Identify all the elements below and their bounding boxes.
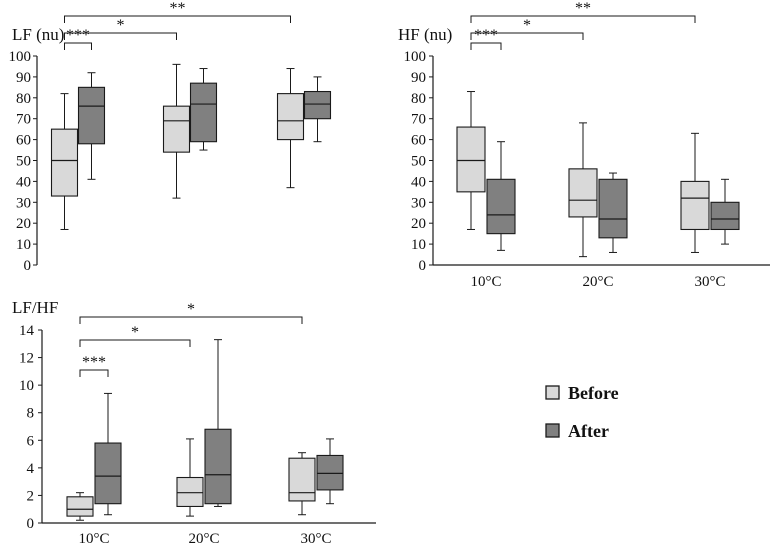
y-tick-label: 100 xyxy=(404,49,427,65)
y-tick-label: 50 xyxy=(16,154,31,170)
significance-label: * xyxy=(117,17,125,34)
significance-label: *** xyxy=(82,354,106,371)
after-box xyxy=(486,178,516,235)
category-label: 10°C xyxy=(78,531,109,547)
hf-panel: HF (nu) 0 10 20 30 40 50 60 70 80 90 100 10°C 20°C 30°… xyxy=(398,0,770,290)
y-tick-label: 80 xyxy=(411,91,426,107)
y-tick-label: 0 xyxy=(24,258,32,274)
y-tick-label: 20 xyxy=(411,216,426,232)
after-box xyxy=(710,201,740,231)
y-tick-label: 60 xyxy=(411,133,426,149)
legend-before-label: Before xyxy=(568,383,619,403)
significance-label: * xyxy=(523,17,531,34)
y-tick-label: 80 xyxy=(16,91,31,107)
before-box xyxy=(50,128,79,197)
significance-bracket xyxy=(79,316,303,324)
category-label: 10°C xyxy=(470,274,501,290)
category-label: 20°C xyxy=(188,531,219,547)
y-tick-label: 70 xyxy=(411,112,426,128)
y-tick-label: 70 xyxy=(16,112,31,128)
before-box xyxy=(680,180,710,231)
before-box xyxy=(276,93,305,141)
chart-title: LF/HF xyxy=(12,298,58,317)
y-tick-label: 2 xyxy=(27,488,35,504)
after-box xyxy=(77,86,106,145)
y-tick-label: 10 xyxy=(19,378,34,394)
after-box xyxy=(316,454,344,491)
before-box xyxy=(568,168,598,218)
after-box xyxy=(303,90,332,120)
after-box xyxy=(204,428,232,505)
category-label: 30°C xyxy=(300,531,331,547)
significance-bracket xyxy=(64,32,177,40)
y-tick-label: 60 xyxy=(16,133,31,149)
legend-after-swatch xyxy=(545,423,560,438)
y-tick-label: 14 xyxy=(19,323,35,339)
y-tick-label: 0 xyxy=(27,516,35,532)
significance-label: ** xyxy=(575,0,591,17)
significance-label: *** xyxy=(66,27,90,44)
y-tick-label: 0 xyxy=(419,258,427,274)
significance-bracket xyxy=(470,32,584,40)
y-tick-label: 90 xyxy=(16,70,31,86)
y-tick-label: 4 xyxy=(27,461,35,477)
before-box xyxy=(288,457,316,502)
legend: Before After xyxy=(545,383,619,441)
y-tick-label: 10 xyxy=(411,237,426,253)
chart-title: HF (nu) xyxy=(398,25,452,44)
legend-after-label: After xyxy=(568,421,609,441)
significance-bracket xyxy=(470,42,502,50)
before-box xyxy=(456,126,486,193)
before-box xyxy=(176,476,204,508)
y-tick-label: 30 xyxy=(411,195,426,211)
legend-before-swatch xyxy=(545,385,560,400)
y-tick-label: 40 xyxy=(16,174,31,190)
y-tick-label: 30 xyxy=(16,195,31,211)
significance-bracket xyxy=(64,15,291,23)
y-tick-label: 6 xyxy=(27,433,35,449)
y-tick-label: 40 xyxy=(411,174,426,190)
before-box xyxy=(66,496,94,517)
y-tick-label: 50 xyxy=(411,154,426,170)
after-box xyxy=(94,442,122,505)
significance-label: * xyxy=(131,324,139,341)
significance-bracket xyxy=(79,369,109,377)
significance-bracket xyxy=(79,339,191,347)
before-box xyxy=(162,105,191,153)
chart-title: LF (nu) xyxy=(12,25,64,44)
significance-label: *** xyxy=(474,27,498,44)
y-tick-label: 10 xyxy=(16,237,31,253)
y-tick-label: 100 xyxy=(9,49,32,65)
significance-label: ** xyxy=(170,0,186,17)
y-tick-label: 12 xyxy=(19,351,34,367)
significance-bracket xyxy=(64,42,92,50)
y-tick-label: 90 xyxy=(411,70,426,86)
category-label: 20°C xyxy=(582,274,613,290)
category-label: 30°C xyxy=(694,274,725,290)
significance-label: * xyxy=(187,301,195,318)
y-tick-label: 20 xyxy=(16,216,31,232)
y-tick-label: 8 xyxy=(27,406,35,422)
after-box xyxy=(189,82,218,143)
after-box xyxy=(598,178,628,239)
significance-bracket xyxy=(470,15,696,23)
